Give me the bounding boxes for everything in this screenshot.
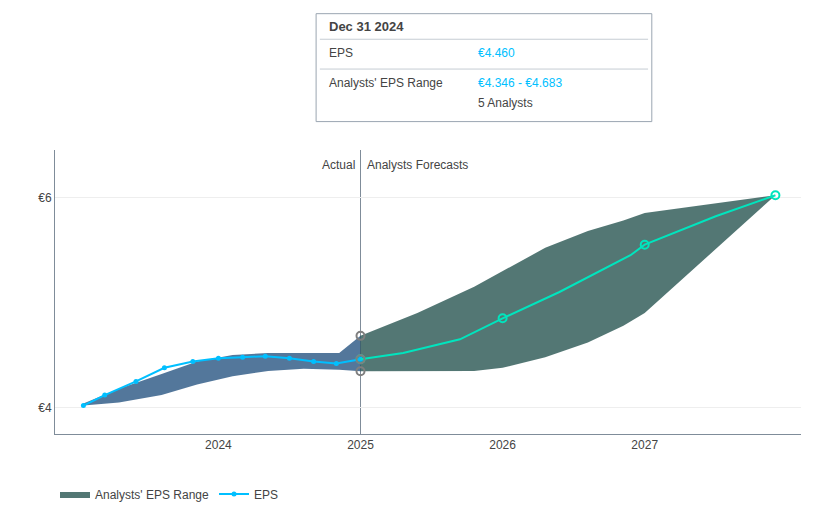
- svg-text:€4: €4: [38, 401, 52, 415]
- svg-text:Analysts Forecasts: Analysts Forecasts: [367, 158, 468, 172]
- svg-text:€4.346 - €4.683: €4.346 - €4.683: [478, 76, 562, 90]
- svg-text:2024: 2024: [205, 438, 232, 452]
- svg-text:5 Analysts: 5 Analysts: [478, 96, 533, 110]
- svg-text:2025: 2025: [347, 438, 374, 452]
- svg-text:Analysts' EPS Range: Analysts' EPS Range: [95, 488, 209, 502]
- svg-text:€4.460: €4.460: [478, 46, 515, 60]
- svg-text:EPS: EPS: [329, 46, 353, 60]
- svg-text:€6: €6: [38, 191, 52, 205]
- svg-text:Actual: Actual: [322, 158, 355, 172]
- svg-text:2026: 2026: [489, 438, 516, 452]
- svg-text:EPS: EPS: [254, 488, 278, 502]
- svg-text:Dec 31 2024: Dec 31 2024: [329, 19, 404, 34]
- svg-text:2027: 2027: [631, 438, 658, 452]
- svg-text:Analysts' EPS Range: Analysts' EPS Range: [329, 76, 443, 90]
